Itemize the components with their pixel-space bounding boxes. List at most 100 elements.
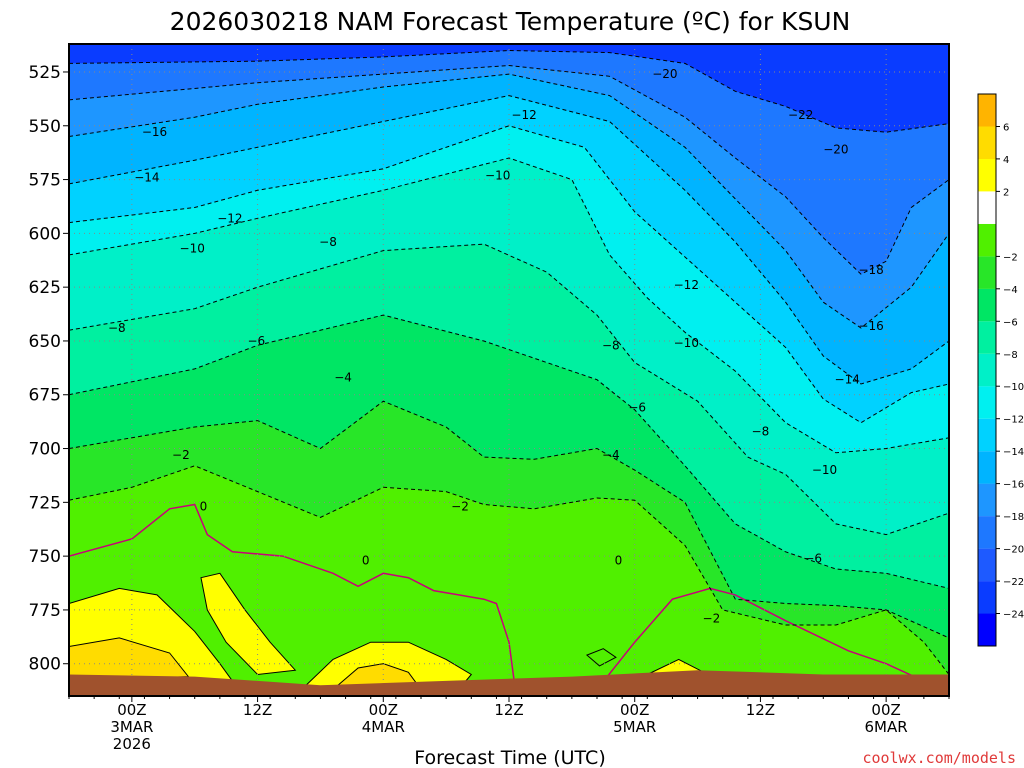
isotherm-label: −2 bbox=[451, 500, 469, 514]
isotherm-label: −8 bbox=[752, 424, 770, 438]
color-scale-segment bbox=[978, 321, 996, 354]
isotherm-label: 0 bbox=[200, 500, 208, 514]
color-scale-label: −24 bbox=[1003, 610, 1024, 621]
color-scale-segment bbox=[978, 256, 996, 289]
x-tick-label: 00Z bbox=[117, 701, 146, 719]
isotherm-label: −12 bbox=[511, 108, 536, 122]
color-scale-segment bbox=[978, 94, 996, 127]
y-tick-label: 550 bbox=[29, 117, 61, 137]
x-tick-label: 12Z bbox=[494, 701, 523, 719]
isotherm-line bbox=[69, 400, 949, 639]
zero-isotherm bbox=[69, 503, 517, 690]
isotherm-label: −4 bbox=[602, 448, 620, 462]
color-scale-label: −22 bbox=[1003, 577, 1024, 588]
y-tick-label: 575 bbox=[29, 171, 61, 191]
isotherm-line bbox=[69, 243, 949, 536]
x-tick-label: 00Z bbox=[871, 701, 900, 719]
isotherm-label: −6 bbox=[804, 551, 822, 565]
y-tick-label: 700 bbox=[29, 440, 61, 460]
color-scale-label: −16 bbox=[1003, 480, 1024, 491]
color-scale-segment bbox=[978, 288, 996, 322]
isotherm-label: −22 bbox=[788, 108, 813, 122]
isotherm-line bbox=[69, 73, 949, 329]
isotherm-label: −2 bbox=[172, 448, 190, 462]
color-scale-segment bbox=[978, 451, 996, 484]
color-scale-segment bbox=[978, 126, 996, 159]
plot-area: −20−22−20−16−12−14 −10−12−10 −8−18−12−16−8… bbox=[69, 44, 949, 696]
warm-pocket bbox=[69, 637, 190, 682]
color-scale-label: −2 bbox=[1003, 252, 1018, 263]
isotherm-label: −12 bbox=[217, 211, 242, 225]
isotherm-label: −20 bbox=[823, 142, 848, 156]
credit-link[interactable]: coolwx.com/models bbox=[862, 749, 1016, 767]
isotherm-label: −14 bbox=[134, 170, 159, 184]
x-tick-label: 3MAR bbox=[110, 718, 153, 736]
isotherm-label: −18 bbox=[858, 263, 883, 277]
isotherm-label: −14 bbox=[835, 373, 860, 387]
color-scale-segment bbox=[978, 516, 996, 549]
isotherm-label: 0 bbox=[362, 553, 370, 567]
isotherm-line bbox=[69, 314, 949, 589]
color-scale-label: 6 bbox=[1003, 123, 1009, 134]
isotherm-line bbox=[69, 95, 949, 385]
isotherm-line bbox=[69, 64, 949, 275]
isotherm-label: −4 bbox=[334, 371, 352, 385]
x-tick-label: 12Z bbox=[746, 701, 775, 719]
isotherm-label: −2 bbox=[703, 612, 721, 626]
y-axis: 525 550 575 600 625 650 675 700 725 750 775 800 bbox=[29, 63, 69, 675]
x-axis-title: Forecast Time (UTC) bbox=[414, 747, 605, 768]
color-scale-segment bbox=[978, 418, 996, 452]
color-scale-label: 2 bbox=[1003, 187, 1009, 198]
color-scale-segment bbox=[978, 223, 996, 257]
warm-pocket bbox=[585, 648, 617, 667]
isotherm-label: −6 bbox=[628, 401, 646, 415]
isotherm-labels: −20−22−20−16−12−14 −10−12−10 −8−18−12−16−8… bbox=[108, 67, 884, 625]
isotherm-label: −20 bbox=[652, 67, 677, 81]
color-scale-label: −10 bbox=[1003, 382, 1024, 393]
y-tick-label: 800 bbox=[29, 655, 61, 675]
color-scale-segment bbox=[978, 483, 996, 517]
isotherm-label: −8 bbox=[319, 235, 337, 249]
isotherm-label: −16 bbox=[858, 319, 883, 333]
color-scale-segment bbox=[978, 386, 996, 419]
color-scale-segment bbox=[978, 613, 996, 646]
isotherm-label: −10 bbox=[812, 463, 837, 477]
color-scale-bar: 6 4 2 −2 −4 −6 −8 −10 −12 −14 −16 −18 −20 −22 −24 bbox=[977, 93, 1024, 647]
zero-isotherm bbox=[596, 587, 925, 690]
color-scale-segment bbox=[978, 191, 996, 224]
isotherm-label: −10 bbox=[180, 241, 205, 255]
color-scale-label: 4 bbox=[1003, 155, 1009, 166]
y-tick-label: 775 bbox=[29, 601, 61, 621]
color-scale-label: −8 bbox=[1003, 350, 1018, 361]
isotherm-label: −6 bbox=[247, 334, 265, 348]
isotherm-line bbox=[69, 465, 949, 675]
color-scale-label: −4 bbox=[1003, 285, 1018, 296]
x-tick-label: 2026 bbox=[113, 735, 151, 753]
color-scale-label: −12 bbox=[1003, 415, 1024, 426]
y-tick-label: 650 bbox=[29, 332, 61, 352]
grid bbox=[69, 44, 949, 696]
x-tick-label: 5MAR bbox=[613, 718, 656, 736]
y-tick-label: 625 bbox=[29, 278, 61, 298]
color-scale-label: −20 bbox=[1003, 545, 1024, 556]
isotherm-label: −10 bbox=[674, 336, 699, 350]
temperature-fills bbox=[69, 44, 949, 696]
x-tick-label: 00Z bbox=[369, 701, 398, 719]
isotherm-line bbox=[69, 157, 949, 454]
color-scale-label: −6 bbox=[1003, 317, 1018, 328]
isotherm-label: −8 bbox=[602, 338, 620, 352]
color-scale-frame bbox=[977, 93, 997, 647]
color-scale-segment bbox=[978, 548, 996, 582]
isotherm-line bbox=[69, 125, 949, 424]
x-tick-label: 6MAR bbox=[865, 718, 908, 736]
isotherm-line bbox=[69, 49, 949, 133]
y-tick-label: 600 bbox=[29, 224, 61, 244]
color-scale-segment bbox=[978, 353, 996, 387]
x-tick-label: 12Z bbox=[243, 701, 272, 719]
isotherm-lines bbox=[69, 49, 949, 675]
x-tick-label: 4MAR bbox=[362, 718, 405, 736]
chart-title: 2026030218 NAM Forecast Temperature (ºC)… bbox=[170, 7, 851, 36]
color-scale-label: −18 bbox=[1003, 512, 1024, 523]
